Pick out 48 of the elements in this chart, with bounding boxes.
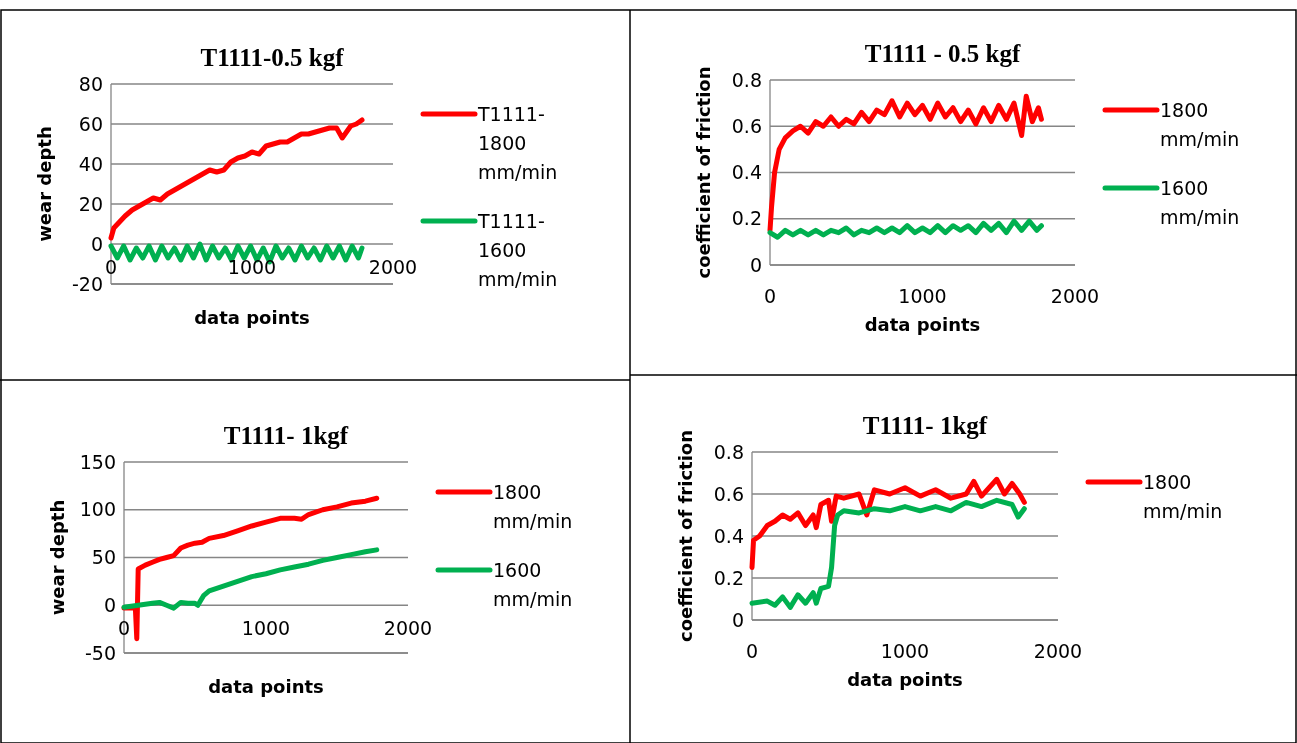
legend-label: 1800 mm/min [493,480,573,532]
y-tick-label: 0.4 [713,524,744,547]
y-tick-label: -20 [71,272,103,295]
y-axis-title: wear depth [47,499,68,616]
legend-label: 1800 mm/min [1160,98,1240,150]
y-tick-label: 80 [78,72,103,95]
x-tick-label: 2000 [1033,640,1083,662]
y-axis-title: wear depth [34,126,55,242]
x-axis-title: data points [208,676,324,697]
x-axis-title: data points [194,307,310,328]
x-tick-label: 1000 [241,617,291,640]
y-axis-title: coefficient of friction [693,66,714,279]
y-tick-label: 50 [91,546,116,569]
y-tick-label: 40 [78,152,103,175]
y-tick-label: 0 [103,593,116,616]
x-axis-title: data points [864,314,981,335]
y-tick-label: -50 [84,641,116,664]
y-tick-label: 0.2 [731,207,762,230]
x-tick-label: 1000 [880,640,930,662]
y-tick-label: 0.8 [713,440,744,463]
legend-label: 1800 mm/min [1143,470,1223,522]
x-tick-label: 0 [763,285,777,307]
y-axis-title: coefficient of friction [675,429,696,643]
chart-title: T1111- 1kgf [862,412,988,439]
y-tick-label: 20 [78,192,103,215]
y-tick-label: 0.8 [731,68,762,91]
y-tick-label: 60 [78,112,103,135]
x-axis-title: data points [847,669,963,690]
x-tick-label: 0 [117,617,131,640]
legend-label: 1600 mm/min [1160,176,1240,228]
y-tick-label: 0.6 [713,482,744,505]
y-tick-label: 0.6 [731,114,762,137]
legend-label: 1600 mm/min [493,558,573,610]
y-tick-label: 0.4 [731,161,762,184]
y-tick-label: 0.2 [713,566,744,589]
chart-title: T1111 - 0.5 kgf [864,40,1021,67]
y-tick-label: 0 [90,232,103,255]
legend-label: T1111-1600 mm/min [477,209,558,290]
x-tick-label: 1000 [898,285,947,307]
chart-title: T1111- 1kgf [223,422,349,449]
x-tick-label: 1000 [227,256,277,278]
x-tick-label: 2000 [383,617,433,640]
x-tick-label: 2000 [1050,285,1100,307]
legend-label: T1111-1800 mm/min [477,102,558,183]
x-tick-label: 2000 [368,256,418,278]
y-tick-label: 150 [79,450,116,473]
y-tick-label: 100 [79,498,116,521]
chart-title: T1111-0.5 kgf [200,44,345,71]
